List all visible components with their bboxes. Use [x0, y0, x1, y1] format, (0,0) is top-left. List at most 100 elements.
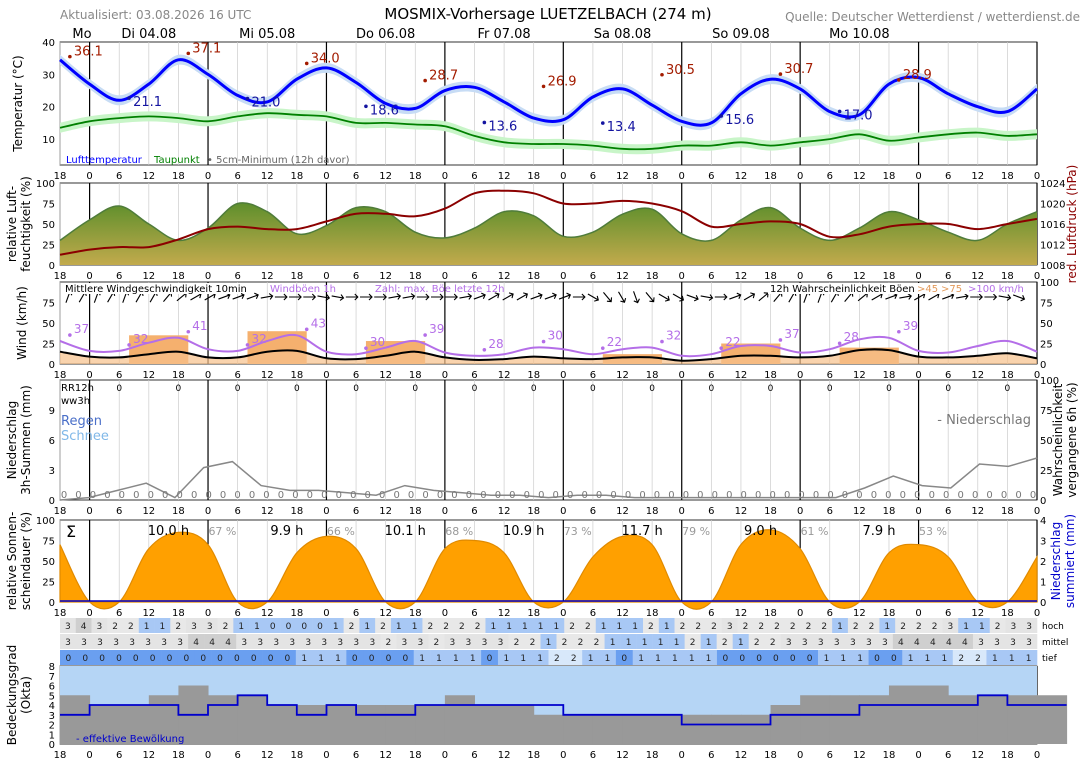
cloud-cell [540, 634, 557, 649]
cloud-cell [1020, 650, 1038, 665]
cloud-cell [796, 634, 814, 649]
wind-arrow-icon [955, 293, 969, 300]
cloud-cell-value: 3 [978, 638, 984, 648]
hour-tick: 12 [735, 750, 748, 761]
cloud-cell [988, 634, 1006, 649]
cloud-cell-value: 1 [908, 654, 914, 664]
cloud-cell-value: 0 [352, 654, 358, 664]
hour-tick: 0 [1034, 271, 1040, 282]
hour-tick: 6 [471, 271, 477, 282]
temperature-chart: Temperatur (°C) 10 20 30 40 36.1 37.1 34.0 28.7 2… [11, 38, 1038, 166]
cloud-cell-value: 3 [97, 638, 103, 648]
hour-tick: 12 [735, 370, 748, 381]
cloud-cell [580, 618, 597, 633]
cloud-cell [973, 618, 991, 633]
cloud-cell [262, 650, 280, 665]
y-tick-label: 3 [49, 711, 55, 722]
cloud-cell-value: 3 [321, 638, 327, 648]
hour-tick: 0 [1034, 608, 1040, 619]
min-marker [245, 96, 250, 101]
cloud-cell-value: 3 [401, 638, 407, 648]
hour-tick: 0 [1034, 506, 1040, 517]
cloud-cell-value: 4 [946, 638, 952, 648]
max-marker [660, 72, 664, 77]
cloud-cell-value: 2 [690, 638, 696, 648]
cloud-cell-value: 2 [853, 622, 859, 632]
cloud-cell [60, 634, 77, 649]
rr12-label: RR12h [61, 383, 94, 394]
cloud-total-bar [356, 705, 387, 744]
hour-tick: 0 [86, 750, 92, 761]
max-gust-marker [600, 346, 605, 350]
cloud-cell-value: 2 [427, 622, 433, 632]
cloud-cell [700, 634, 717, 649]
cloud-cell-value: 1 [436, 654, 442, 664]
max-gust-marker [719, 346, 724, 350]
precip-3h-value: 0 [336, 490, 342, 501]
cloud-cell-value: 1 [490, 622, 496, 632]
y-axis-label: relative Sonnen- [5, 512, 19, 611]
cloud-cell-value: 4 [225, 638, 231, 648]
cloud-cell [706, 618, 723, 633]
hour-tick: 12 [498, 608, 511, 619]
hour-tick: 6 [353, 506, 359, 517]
hour-tick: 0 [86, 608, 92, 619]
hour-tick: 0 [323, 608, 329, 619]
wind-arrow-icon [431, 293, 444, 301]
max-gust-label: 32 [252, 332, 267, 346]
cloud-cell-value: 1 [470, 654, 476, 664]
y-tick-label: 9 [49, 406, 55, 417]
hour-tick: 6 [945, 608, 951, 619]
cloud-cell-value: 1 [453, 654, 459, 664]
precip-3h-value: 0 [553, 490, 559, 501]
hour-tick: 18 [646, 506, 659, 517]
hour-tick: 18 [54, 271, 67, 282]
hour-tick: 6 [471, 506, 477, 517]
max-gust-label: 28 [488, 337, 503, 351]
day-label: Mo 10.08 [829, 27, 890, 42]
cloud-cell [666, 650, 684, 665]
min-marker [364, 104, 368, 109]
cloud-cell-value: 2 [443, 622, 449, 632]
min-temp-label: 21.0 [252, 96, 281, 111]
hour-tick: 6 [945, 750, 951, 761]
cloud-total-bar [385, 705, 416, 744]
hour-tick: 6 [234, 608, 240, 619]
precip-3h-value: 0 [741, 490, 747, 501]
cloud-cell [516, 618, 534, 633]
y-tick-label: 0 [49, 598, 55, 609]
cloud-cell-value: 0 [723, 654, 729, 664]
cloud-cell [879, 618, 896, 633]
cloud-cell [748, 634, 766, 649]
max-gust-marker [837, 341, 842, 346]
cloud-cell [895, 618, 912, 633]
precip-3h-value: 0 [929, 490, 935, 501]
hour-tick: 18 [527, 171, 540, 182]
rr12-value: 0 [1005, 384, 1011, 394]
precip-3h-value: 0 [451, 490, 457, 501]
cloud-cell [564, 618, 581, 633]
cloud-cell-value: 3 [850, 638, 856, 648]
cloud-cell-value: 1 [738, 638, 744, 648]
cloud-cell [649, 650, 667, 665]
cloud-cell-value: 3 [1010, 638, 1016, 648]
cloud-cell [233, 618, 250, 633]
min-temp-label: 17.0 [844, 108, 873, 123]
hour-tick: 6 [353, 608, 359, 619]
precip-3h-value: 0 [61, 490, 67, 501]
cloud-cell-value: 0 [217, 654, 223, 664]
y-tick-label-right: 50 [1040, 436, 1053, 447]
y-tick-label-right: 75 [1040, 299, 1053, 310]
effective-cloud-legend: - effektive Bewölkung [76, 734, 184, 745]
wind-arrow-icon [970, 293, 983, 301]
y-tick-label: 0 [49, 740, 55, 751]
daily-sunshine-hours: 11.7 h [621, 524, 662, 539]
cloud-cell [604, 634, 621, 649]
hour-tick: 6 [590, 608, 596, 619]
wind-arrow-icon [303, 293, 317, 301]
precip-3h-value: 0 [610, 490, 616, 501]
cloud-cell [548, 618, 565, 633]
cloud-cell-value: 2 [434, 638, 440, 648]
cloud-total-bar [740, 714, 772, 744]
hour-tick: 6 [708, 506, 714, 517]
